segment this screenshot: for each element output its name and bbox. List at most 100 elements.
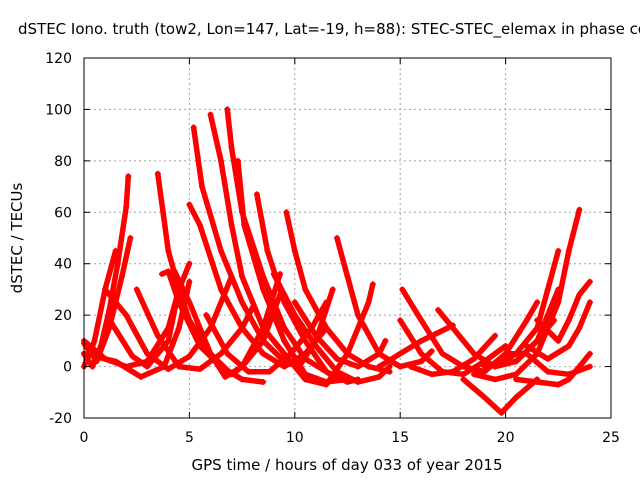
y-tick-label: 120 — [45, 51, 72, 67]
data-point — [428, 371, 435, 378]
data-point — [102, 286, 109, 293]
data-point — [329, 286, 336, 293]
data-point — [369, 281, 376, 288]
data-point — [239, 325, 246, 331]
x-tick-label: 25 — [602, 430, 620, 446]
data-point — [239, 273, 246, 280]
x-tick-label: 20 — [497, 430, 515, 446]
data-point — [270, 271, 277, 277]
data-point — [418, 337, 425, 344]
data-point — [190, 124, 197, 131]
data-point — [534, 317, 541, 324]
data-point — [576, 363, 583, 370]
data-point — [449, 368, 456, 375]
data-point — [291, 299, 298, 306]
data-point — [137, 373, 144, 380]
data-point — [586, 350, 593, 357]
data-series — [81, 106, 593, 416]
data-point — [481, 368, 488, 375]
data-point — [544, 355, 551, 362]
data-point — [239, 299, 246, 306]
data-point — [165, 337, 172, 344]
data-point — [513, 376, 520, 383]
data-point — [460, 371, 467, 378]
data-point — [260, 379, 267, 385]
data-point — [218, 350, 225, 357]
y-tick-label: 0 — [63, 360, 72, 376]
data-point — [435, 307, 442, 313]
data-point — [186, 201, 193, 208]
series-line — [460, 376, 540, 416]
data-point — [565, 317, 572, 324]
data-point — [199, 183, 206, 190]
data-point — [144, 350, 151, 357]
data-point — [534, 337, 541, 344]
data-point — [171, 268, 178, 275]
data-point — [186, 260, 193, 267]
data-point — [418, 350, 425, 357]
data-point — [399, 286, 406, 293]
axis-ticks: 0 5 10 15 20 25 -20 0 20 40 60 80 100 120 — [45, 51, 620, 446]
data-point — [344, 350, 351, 357]
data-point — [428, 348, 435, 355]
data-point — [154, 170, 161, 177]
data-point — [281, 325, 288, 331]
data-point — [161, 363, 168, 370]
data-point — [333, 355, 340, 362]
data-point — [129, 353, 136, 360]
data-point — [376, 373, 383, 380]
data-point — [565, 343, 572, 349]
data-point — [523, 317, 530, 324]
data-point — [91, 337, 98, 344]
data-point — [228, 145, 235, 151]
data-point — [418, 317, 425, 324]
data-point — [186, 299, 193, 306]
data-point — [439, 327, 446, 334]
plot-frame — [83, 57, 612, 419]
x-tick-label: 5 — [185, 430, 194, 446]
data-point — [89, 363, 96, 370]
y-tick-label: -20 — [49, 411, 72, 427]
data-point — [386, 363, 393, 370]
data-point — [576, 206, 583, 213]
data-point — [283, 209, 290, 216]
data-point — [333, 235, 340, 241]
data-point — [555, 337, 562, 344]
data-point — [165, 247, 172, 254]
data-point — [576, 291, 583, 298]
data-point — [576, 325, 583, 331]
series-23 — [376, 322, 456, 370]
series-22 — [333, 235, 435, 370]
data-point — [565, 376, 572, 383]
data-point — [513, 371, 520, 378]
data-point — [234, 157, 241, 164]
data-point — [287, 350, 294, 357]
data-point — [302, 376, 309, 383]
data-point — [534, 379, 541, 385]
data-point — [125, 173, 132, 180]
data-point — [470, 355, 477, 362]
data-point — [245, 368, 252, 375]
data-point — [260, 337, 267, 344]
data-point — [376, 350, 383, 357]
data-point — [154, 332, 161, 339]
data-point — [344, 273, 351, 280]
data-point — [333, 368, 340, 375]
data-point — [218, 247, 225, 254]
data-point — [281, 363, 288, 370]
data-point — [165, 366, 172, 373]
data-point — [323, 368, 330, 375]
data-point — [175, 299, 182, 306]
data-point — [253, 191, 260, 198]
data-point — [397, 363, 404, 370]
data-point — [586, 278, 593, 285]
data-point — [203, 312, 210, 319]
data-point — [397, 350, 404, 357]
data-point — [281, 337, 288, 344]
data-point — [544, 368, 551, 375]
data-point — [534, 299, 541, 306]
series-line — [81, 278, 193, 380]
data-point — [114, 260, 121, 267]
y-tick-label: 20 — [54, 308, 72, 324]
